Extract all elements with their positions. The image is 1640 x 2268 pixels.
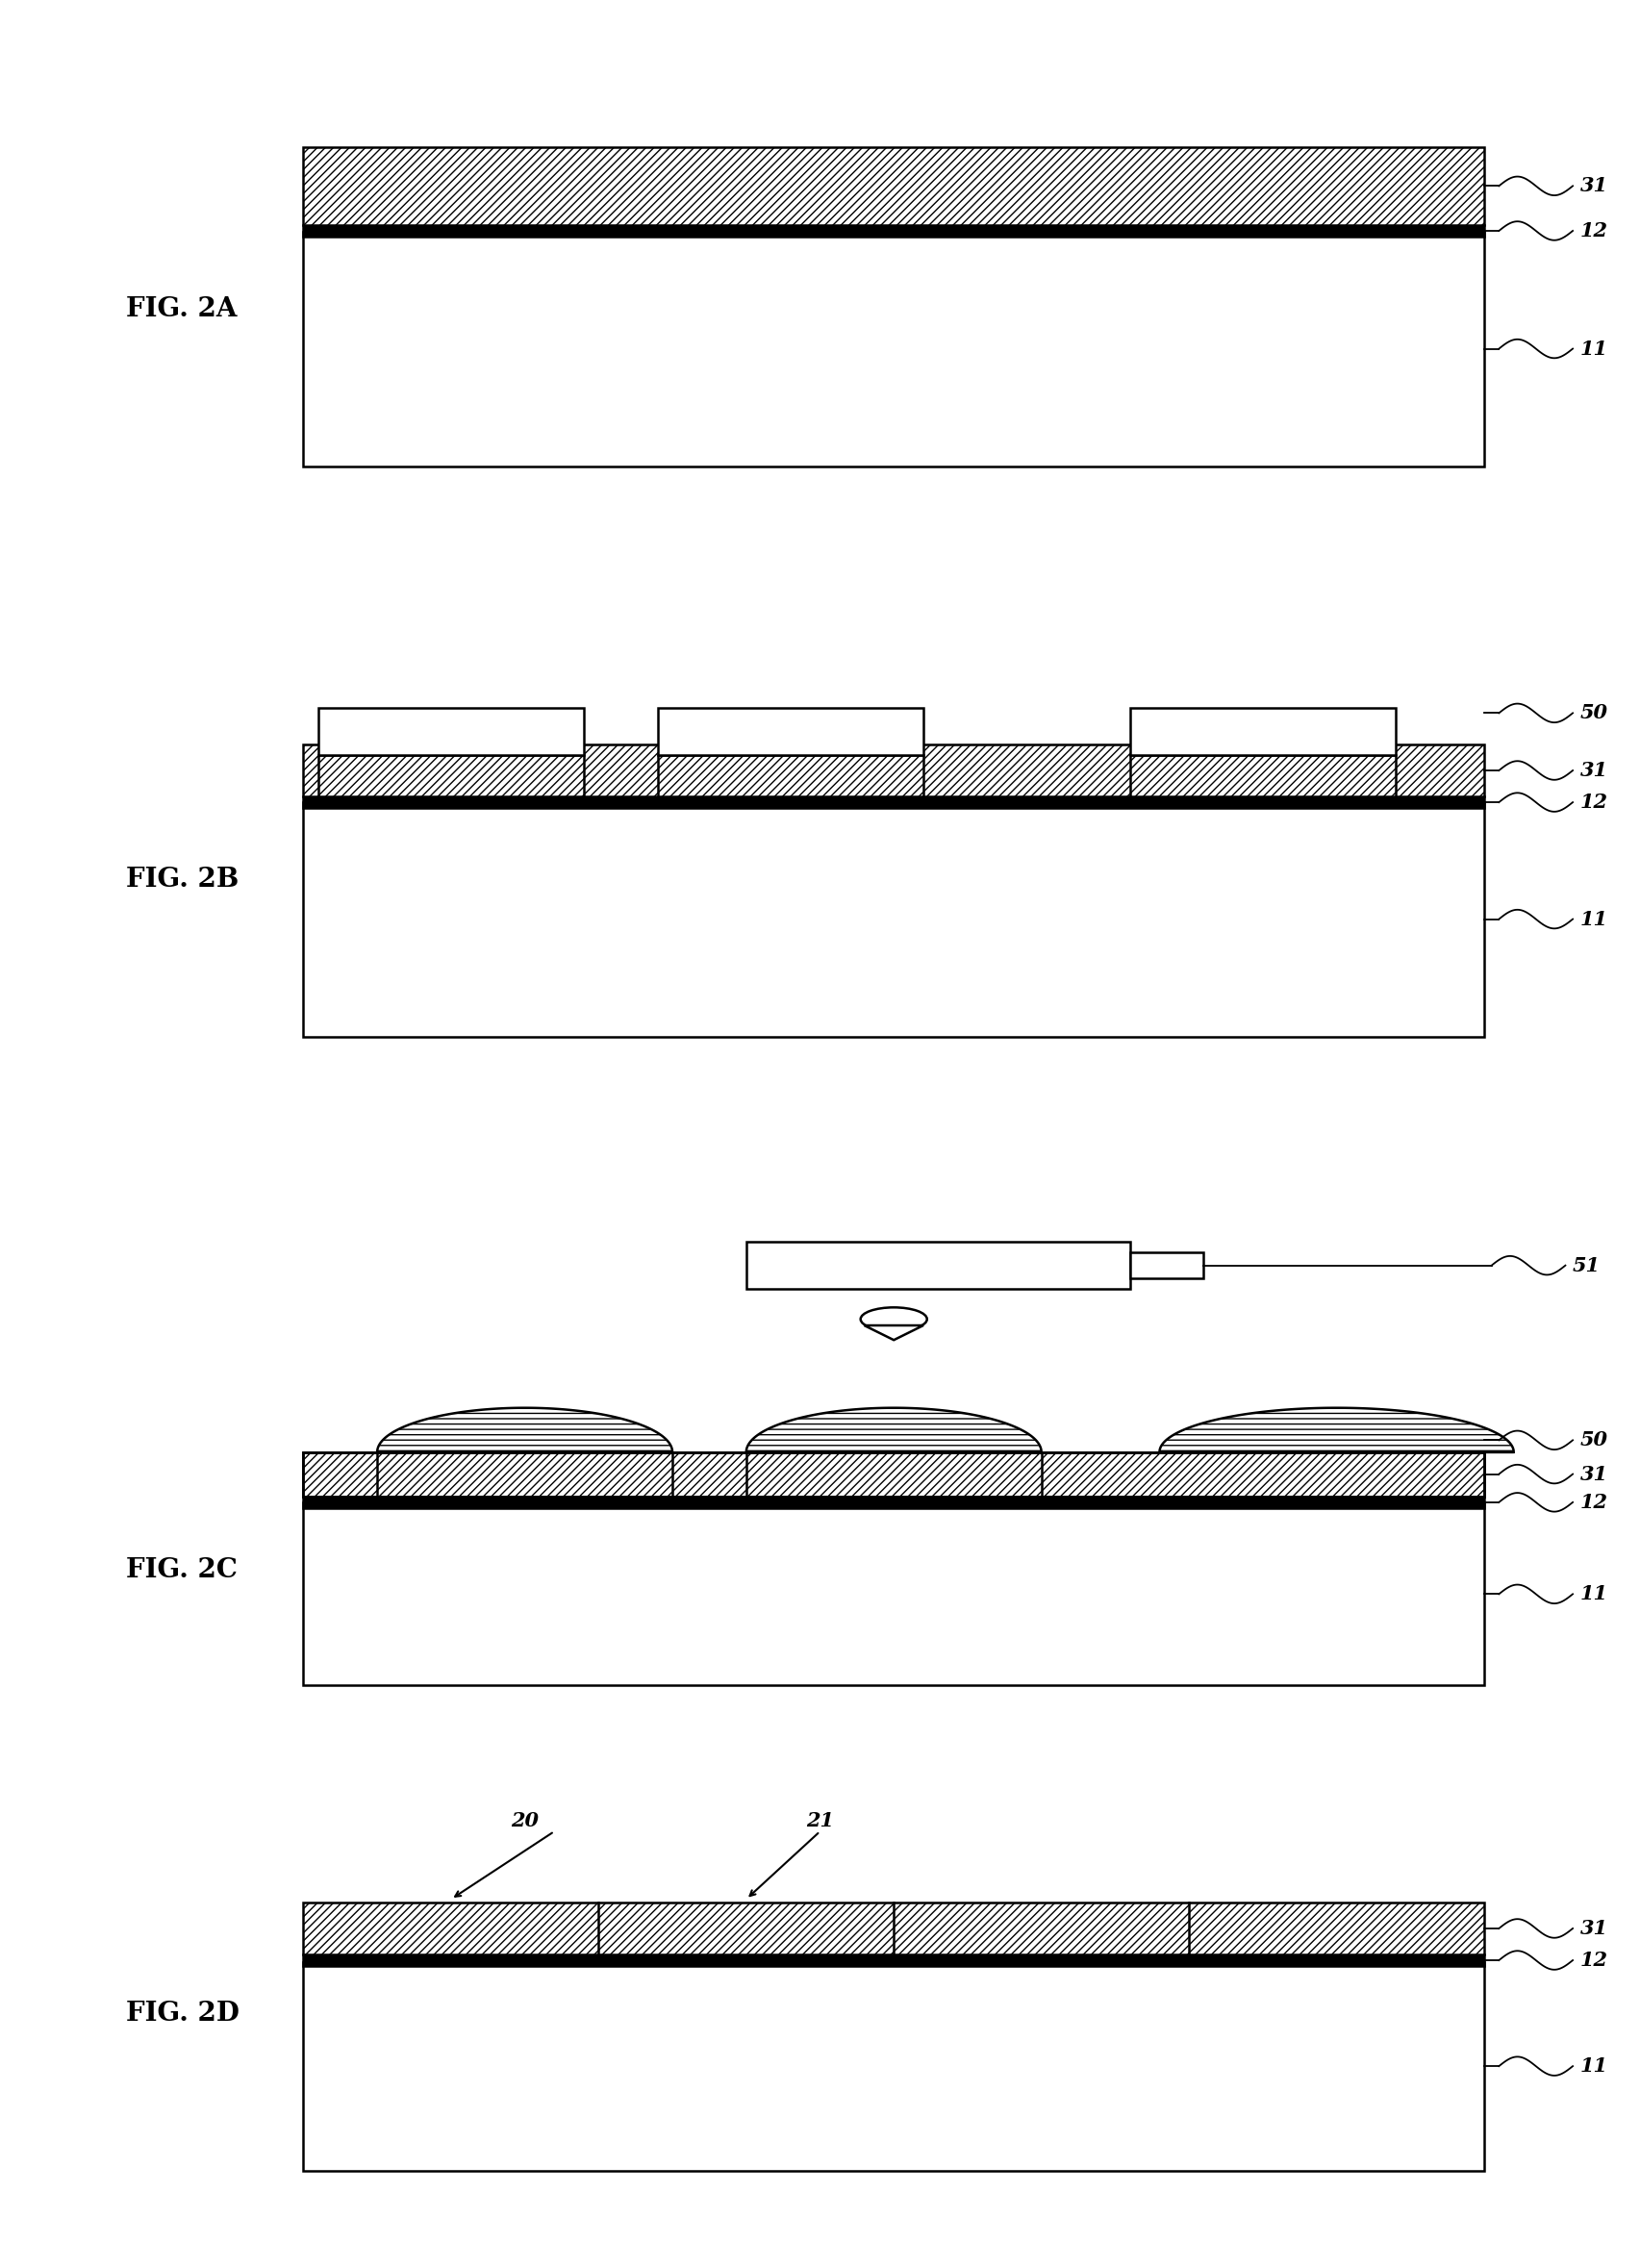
Bar (1041, 1452, 1484, 1497)
Bar (303, 803, 1484, 1036)
Bar (1130, 755, 1396, 796)
Bar (746, 1243, 1130, 1288)
Bar (303, 796, 1484, 807)
Bar (303, 1504, 1484, 1685)
Bar (303, 1452, 377, 1497)
Text: 31: 31 (1581, 760, 1609, 780)
Polygon shape (377, 1408, 672, 1452)
Text: 11: 11 (1581, 2057, 1609, 2075)
Text: 12: 12 (1581, 1492, 1609, 1513)
Text: FIG. 2C: FIG. 2C (126, 1558, 238, 1583)
Polygon shape (864, 1325, 923, 1340)
Polygon shape (746, 1408, 1041, 1452)
Text: 12: 12 (1581, 222, 1609, 240)
Bar (303, 1452, 1484, 1497)
Text: 31: 31 (1581, 1919, 1609, 1939)
Text: 31: 31 (1581, 177, 1609, 195)
Text: 12: 12 (1581, 792, 1609, 812)
Bar (658, 708, 923, 755)
Bar (303, 231, 1484, 467)
Bar (303, 1497, 1484, 1508)
Bar (303, 1452, 1484, 1497)
Text: 11: 11 (1581, 909, 1609, 928)
Text: 11: 11 (1581, 340, 1609, 358)
Bar (672, 1452, 746, 1497)
Bar (1130, 1252, 1204, 1279)
Ellipse shape (861, 1306, 927, 1331)
Bar (303, 1903, 1484, 1955)
Text: 50: 50 (1581, 1431, 1609, 1449)
Text: 12: 12 (1581, 1950, 1609, 1971)
Text: 51: 51 (1573, 1256, 1601, 1275)
Text: FIG. 2A: FIG. 2A (126, 297, 238, 322)
Bar (303, 225, 1484, 236)
Bar (318, 755, 584, 796)
Bar (303, 744, 1484, 796)
Text: 20: 20 (510, 1812, 540, 1830)
Bar (303, 1452, 1484, 1497)
Bar (303, 147, 1484, 225)
Bar (658, 755, 923, 796)
Bar (1130, 708, 1396, 755)
Text: FIG. 2B: FIG. 2B (126, 866, 239, 894)
Text: 31: 31 (1581, 1465, 1609, 1483)
Bar (303, 1962, 1484, 2170)
Text: 50: 50 (1581, 703, 1609, 723)
Bar (303, 1955, 1484, 1966)
Bar (318, 708, 584, 755)
Text: 11: 11 (1581, 1585, 1609, 1603)
Polygon shape (1159, 1408, 1514, 1452)
Text: 21: 21 (805, 1812, 835, 1830)
Text: FIG. 2D: FIG. 2D (126, 2000, 239, 2028)
